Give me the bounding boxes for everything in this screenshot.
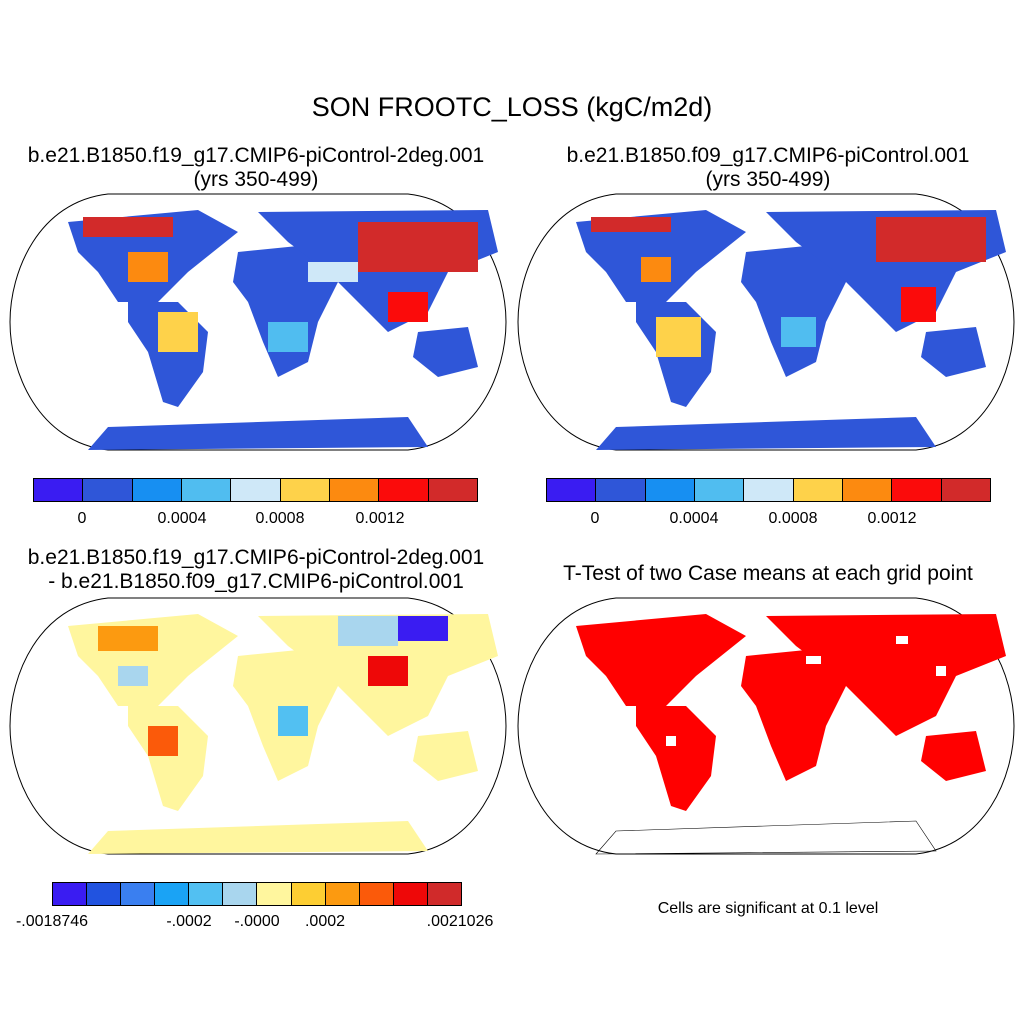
- colorbar-tick: .0021026: [426, 913, 494, 930]
- map-bottom-left: [9, 597, 507, 855]
- colorbar-tick: .0002: [304, 913, 346, 930]
- colorbar-cell: [694, 479, 745, 501]
- map-bottom-right: [517, 597, 1015, 855]
- colorbar-cell: [132, 479, 182, 501]
- panel-title-bottom-right: T-Test of two Case means at each grid po…: [512, 562, 1024, 586]
- colorbar-cell: [379, 479, 429, 501]
- panel-title-line1: b.e21.B1850.f19_g17.CMIP6-piControl-2deg…: [27, 144, 485, 167]
- colorbar-cell: [189, 883, 224, 905]
- colorbar-cell: [892, 479, 942, 501]
- colorbar-cell: [291, 883, 326, 905]
- colorbar-tick: 0.0004: [157, 510, 207, 527]
- colorbar-tick: -.0000: [234, 913, 280, 930]
- colorbar-cell: [596, 479, 646, 501]
- panel-title-line1: b.e21.B1850.f19_g17.CMIP6-piControl-2deg…: [27, 546, 485, 569]
- panel-title-bottom-left: b.e21.B1850.f19_g17.CMIP6-piControl-2deg…: [0, 546, 512, 594]
- colorbar-cell: [793, 479, 843, 501]
- colorbar-tick: 0.0008: [768, 510, 818, 527]
- colorbar-cell: [257, 883, 292, 905]
- land-bottom-left: [68, 614, 498, 854]
- colorbar-cell: [744, 479, 794, 501]
- significance-cells: [576, 614, 1006, 811]
- colorbar-cell: [34, 479, 84, 501]
- colorbar-cell: [941, 479, 990, 501]
- panel-title-line2: - b.e21.B1850.f09_g17.CMIP6-piControl.00…: [48, 570, 464, 593]
- colorbar-cell: [181, 479, 232, 501]
- colorbar-tick: -.0002: [166, 913, 212, 930]
- colorbar-tick: -.0018746: [15, 913, 89, 930]
- non-significant-gaps: [666, 636, 946, 746]
- colorbar-cell: [231, 479, 281, 501]
- main-title: SON FROOTC_LOSS (kgC/m2d): [311, 92, 713, 122]
- colorbar-cell: [121, 883, 156, 905]
- colorbar-cell: [645, 479, 695, 501]
- colorbar-cell: [155, 883, 190, 905]
- colorbar-cell: [359, 883, 394, 905]
- panel-title-top-left: b.e21.B1850.f19_g17.CMIP6-piControl-2deg…: [0, 144, 512, 192]
- colorbar-cell: [280, 479, 330, 501]
- land-top-left: [68, 210, 498, 450]
- colorbar-cell: [325, 883, 360, 905]
- colorbar-cell: [393, 883, 428, 905]
- colorbar-top-left: [33, 478, 478, 502]
- colorbar-cell: [87, 883, 122, 905]
- colorbar-cell: [53, 883, 88, 905]
- colorbar-cell: [223, 883, 258, 905]
- panel-title-line1: T-Test of two Case means at each grid po…: [563, 562, 973, 585]
- colorbar-top-right: [546, 478, 991, 502]
- panel-title-line2: (yrs 350-499): [193, 168, 319, 191]
- colorbar-tick: 0.0012: [867, 510, 917, 527]
- colorbar-cell: [842, 479, 893, 501]
- colorbar-tick: 0.0008: [255, 510, 305, 527]
- panel-title-top-right: b.e21.B1850.f09_g17.CMIP6-piControl.001 …: [512, 144, 1024, 192]
- colorbar-bottom-left: [52, 882, 462, 906]
- signif-note: Cells are significant at 0.1 level: [657, 900, 879, 917]
- land-top-right: [576, 210, 1006, 450]
- colorbar-cell: [427, 883, 461, 905]
- colorbar-tick: 0: [590, 510, 600, 527]
- colorbar-cell: [428, 479, 477, 501]
- panel-title-line1: b.e21.B1850.f09_g17.CMIP6-piControl.001: [566, 144, 970, 167]
- colorbar-tick: 0.0012: [355, 510, 405, 527]
- colorbar-tick: 0: [77, 510, 87, 527]
- colorbar-cell: [83, 479, 133, 501]
- colorbar-cell: [329, 479, 380, 501]
- map-top-right: [517, 193, 1015, 451]
- panel-title-line2: (yrs 350-499): [705, 168, 831, 191]
- map-top-left: [9, 193, 507, 451]
- colorbar-cell: [547, 479, 597, 501]
- antarctica-outline: [595, 820, 937, 855]
- colorbar-tick: 0.0004: [669, 510, 719, 527]
